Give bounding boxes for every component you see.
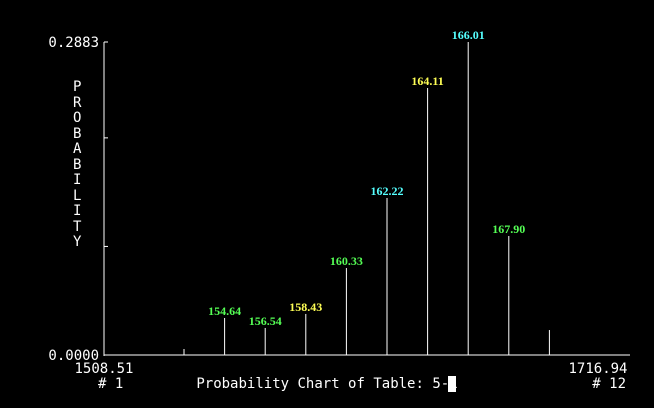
value-label: 166.01 — [452, 28, 485, 42]
value-label: 156.54 — [249, 314, 282, 328]
x-end-index: # 12 — [592, 376, 626, 392]
cursor — [448, 376, 456, 392]
value-label: 162.22 — [371, 184, 404, 198]
y-tick-label: 0.0000 — [48, 348, 99, 364]
y-tick-label: 0.2883 — [48, 35, 99, 51]
value-label: 164.11 — [411, 74, 443, 88]
value-label: 167.90 — [492, 222, 525, 236]
value-label: 154.64 — [208, 304, 241, 318]
x-start-label: 1508.51 — [74, 361, 133, 377]
chart-title: Probability Chart of Table: 5-1 — [196, 376, 457, 392]
x-end-label: 1716.94 — [568, 361, 627, 377]
value-label: 158.43 — [289, 300, 322, 314]
value-label: 160.33 — [330, 254, 363, 268]
y-axis-label: PROBABILITY — [73, 79, 82, 250]
x-start-index: # 1 — [98, 376, 123, 392]
